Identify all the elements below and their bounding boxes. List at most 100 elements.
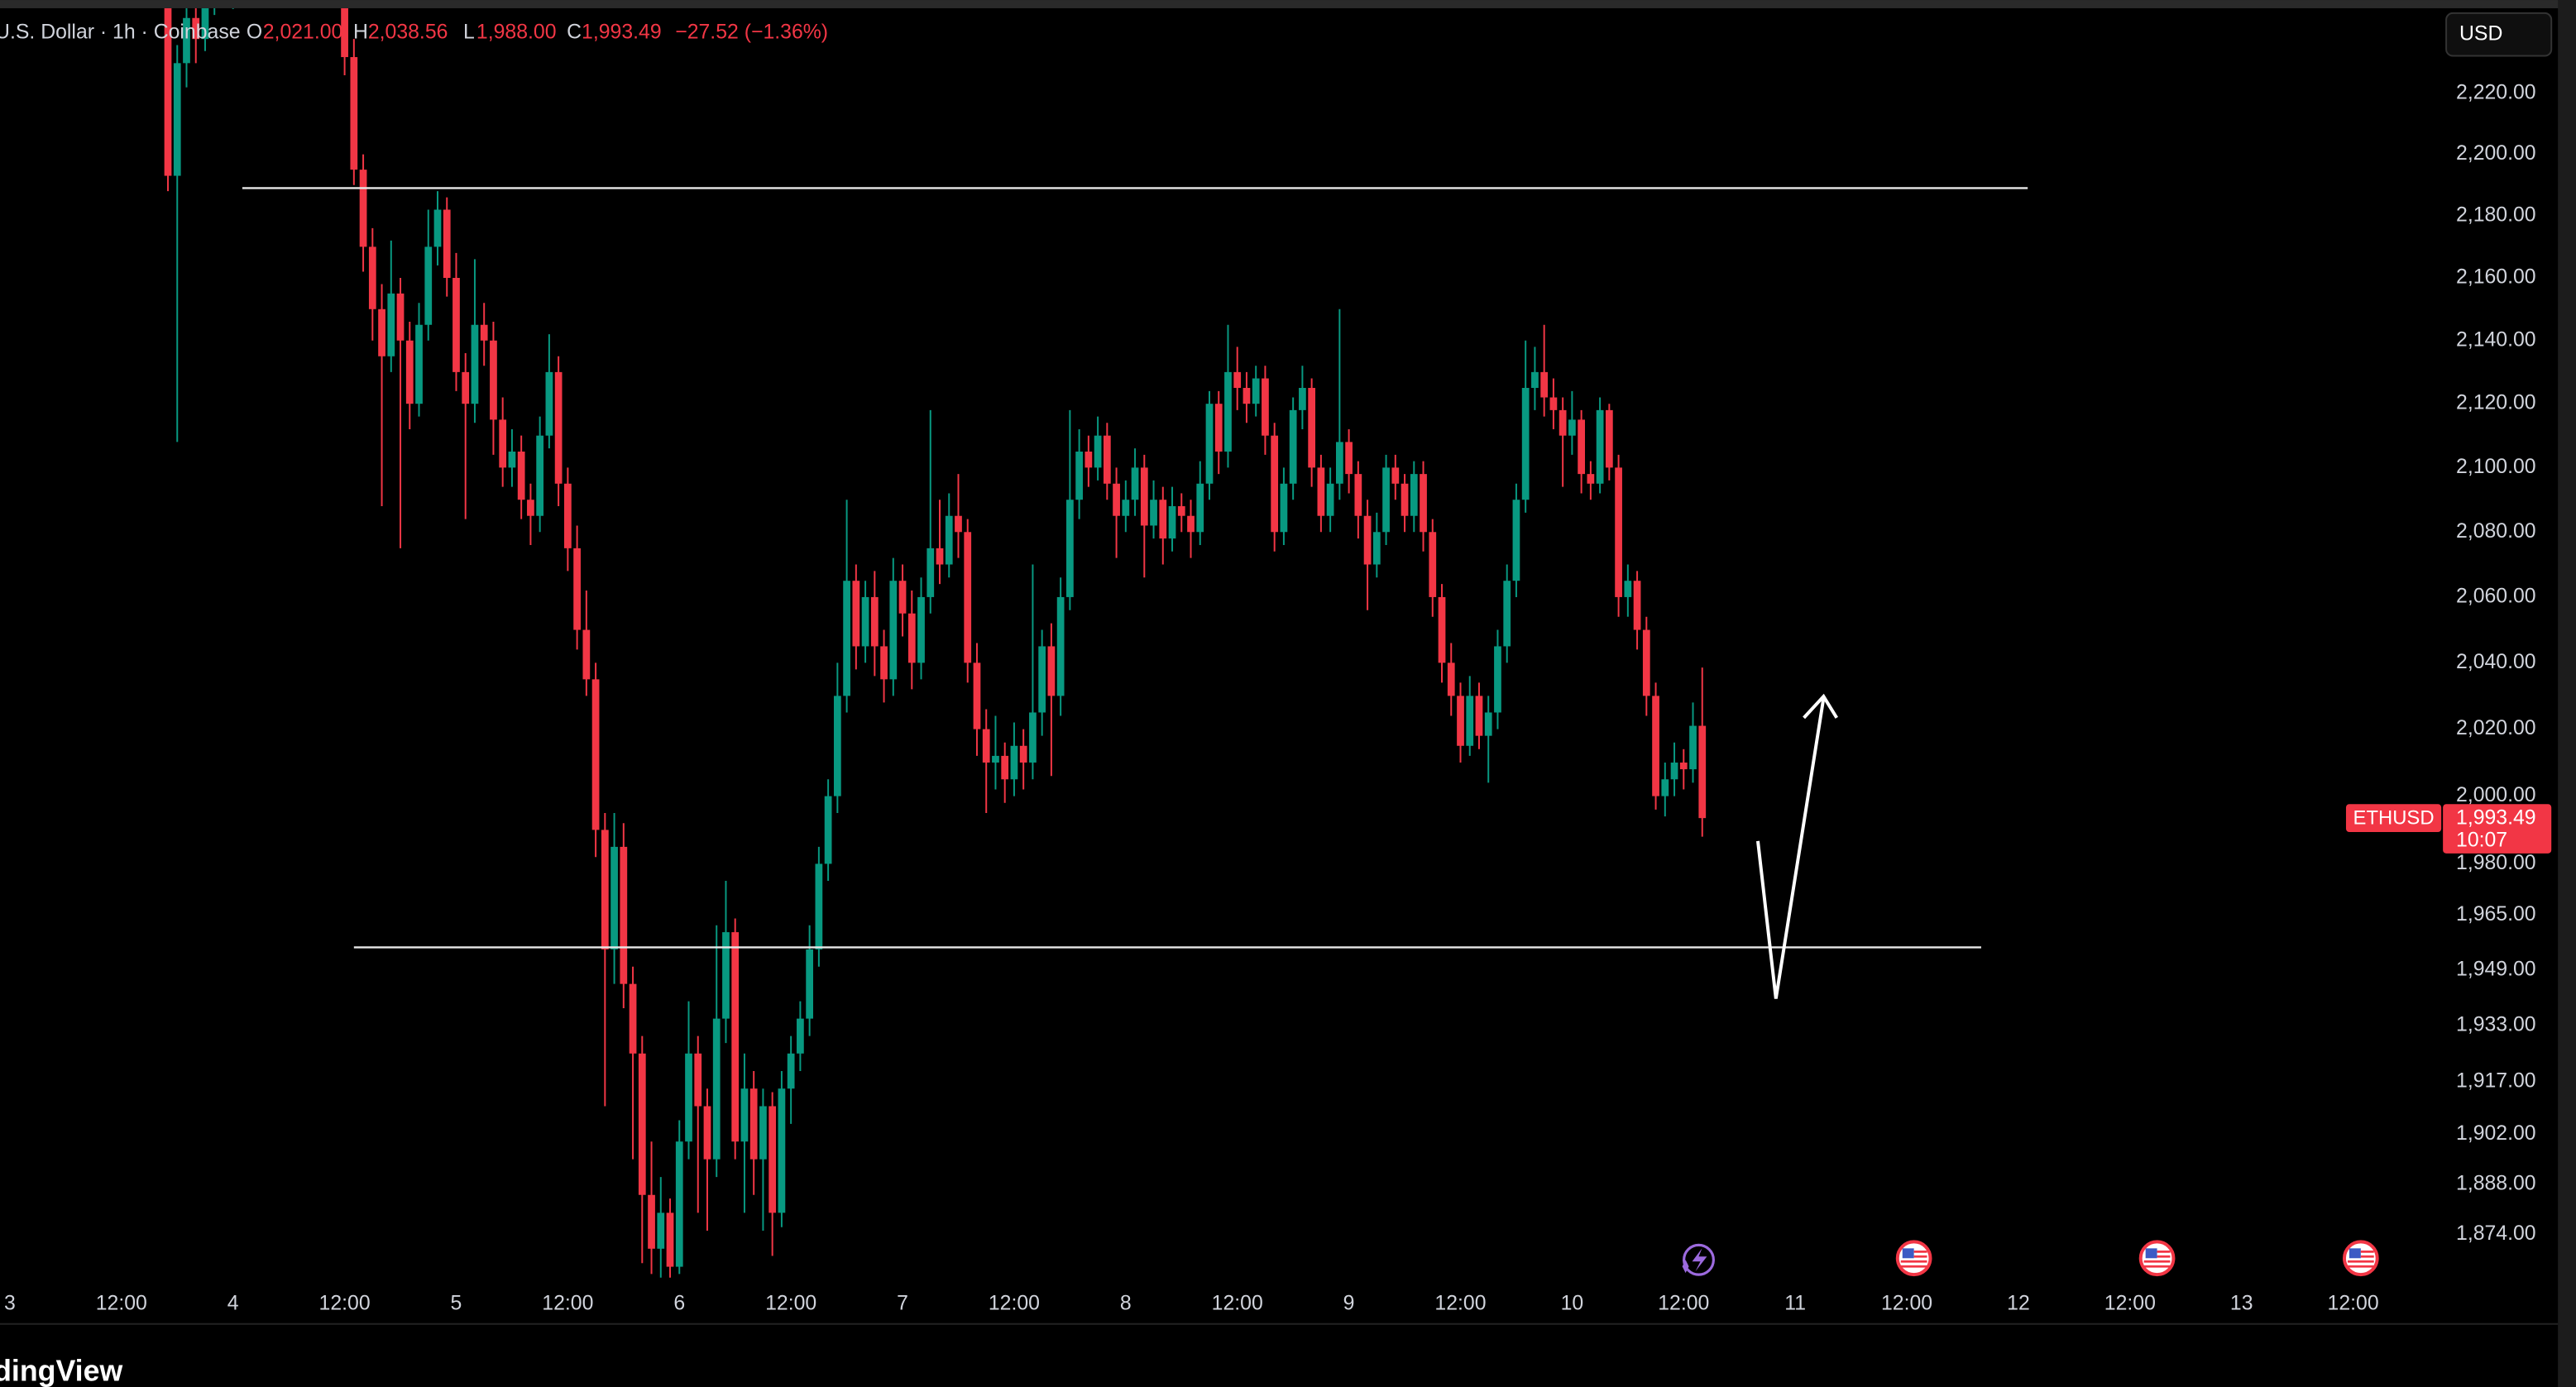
candle-body bbox=[1521, 388, 1530, 500]
y-tick-label: 2,120.00 bbox=[2456, 392, 2536, 414]
last-price-box bbox=[2443, 804, 2552, 854]
candle-body bbox=[1122, 500, 1130, 516]
currency-label[interactable]: USD bbox=[2459, 22, 2502, 45]
flag-icon[interactable] bbox=[2342, 1240, 2379, 1277]
candle-body bbox=[582, 629, 591, 680]
candle-body bbox=[1140, 467, 1148, 526]
candle-body bbox=[591, 679, 600, 830]
y-tick-label: 2,160.00 bbox=[2456, 266, 2536, 289]
candle-body bbox=[1531, 371, 1539, 389]
candle-body bbox=[694, 1053, 702, 1107]
candle-body bbox=[1410, 474, 1418, 516]
candle-body bbox=[1670, 762, 1678, 780]
candle-body bbox=[1382, 467, 1390, 533]
y-tick-label: 2,000.00 bbox=[2456, 784, 2536, 806]
x-tick-label: 12 bbox=[2007, 1292, 2030, 1314]
candle-body bbox=[1066, 500, 1074, 597]
candle-body bbox=[1615, 467, 1622, 597]
candle-body bbox=[573, 548, 581, 630]
candle-body bbox=[768, 1106, 777, 1213]
candle-body bbox=[1299, 388, 1306, 410]
candle-body bbox=[1159, 500, 1167, 539]
candle-body bbox=[1689, 725, 1697, 770]
candle-body bbox=[833, 696, 841, 796]
candle-body bbox=[415, 324, 423, 404]
flag-icon[interactable] bbox=[1895, 1240, 1932, 1277]
y-tick-label: 2,180.00 bbox=[2456, 204, 2536, 227]
currency-button[interactable]: USD bbox=[2445, 12, 2553, 57]
right-border bbox=[2558, 0, 2576, 1387]
candle-body bbox=[1457, 696, 1464, 746]
close-value: 1,993.49 bbox=[582, 21, 662, 43]
candle-body bbox=[806, 949, 814, 1019]
candle-body bbox=[703, 1106, 711, 1160]
candle-body bbox=[368, 246, 376, 309]
candle-body bbox=[1642, 629, 1650, 696]
candle-body bbox=[536, 435, 544, 516]
x-tick-label: 12:00 bbox=[1212, 1292, 1263, 1314]
candle-body bbox=[1196, 483, 1204, 533]
candle-body bbox=[926, 548, 935, 597]
x-tick-label: 7 bbox=[897, 1292, 908, 1314]
high-label: H bbox=[353, 21, 368, 43]
x-tick-label: 12:00 bbox=[1658, 1292, 1709, 1314]
candle-body bbox=[1335, 442, 1343, 484]
candle-body bbox=[601, 830, 609, 949]
x-tick-label: 6 bbox=[673, 1292, 685, 1314]
candle-body bbox=[907, 613, 916, 663]
candle-body bbox=[675, 1141, 683, 1267]
candle-body bbox=[1252, 378, 1260, 404]
candle-body bbox=[815, 863, 823, 949]
levels bbox=[242, 187, 2028, 949]
candle-body bbox=[378, 308, 385, 356]
candle-body bbox=[1047, 646, 1056, 696]
x-tick-label: 10 bbox=[1561, 1292, 1584, 1314]
candle-body bbox=[824, 796, 832, 864]
flag-icon[interactable] bbox=[2138, 1240, 2176, 1277]
candle-body bbox=[452, 278, 460, 372]
candle-body bbox=[778, 1088, 786, 1213]
candle-body bbox=[1271, 435, 1279, 533]
candle-body bbox=[982, 729, 990, 763]
candle-body bbox=[1168, 506, 1176, 539]
candle-body bbox=[1568, 419, 1576, 436]
candle-body bbox=[1559, 409, 1567, 436]
event-icon[interactable] bbox=[1683, 1243, 1715, 1276]
candle-body bbox=[341, 7, 348, 58]
candle-body bbox=[648, 1194, 655, 1249]
candle-body bbox=[1001, 755, 1009, 780]
y-tick-label: 1,874.00 bbox=[2456, 1222, 2536, 1245]
candle-body bbox=[964, 532, 972, 663]
candle-body bbox=[638, 1053, 646, 1195]
x-tick-label: 12:00 bbox=[1434, 1292, 1486, 1314]
candle-body bbox=[666, 1212, 674, 1267]
arrow bbox=[1756, 697, 1826, 999]
y-tick-label: 2,060.00 bbox=[2456, 586, 2536, 608]
candle-body bbox=[1233, 371, 1242, 389]
candle-body bbox=[1308, 388, 1316, 468]
flag-stripes bbox=[2347, 1250, 2374, 1268]
x-tick-label: 9 bbox=[1343, 1292, 1355, 1314]
x-tick-label: 12:00 bbox=[2328, 1292, 2379, 1314]
candle-body bbox=[443, 209, 451, 279]
candle-body bbox=[1354, 474, 1362, 516]
y-tick-label: 1,888.00 bbox=[2456, 1172, 2536, 1194]
candle-body bbox=[1624, 581, 1632, 597]
candle-body bbox=[545, 371, 553, 436]
flag-stripes bbox=[2143, 1250, 2171, 1268]
candle-body bbox=[620, 846, 628, 984]
candle-body bbox=[1484, 712, 1492, 736]
event-icon-bolt bbox=[1692, 1248, 1707, 1272]
candle-body bbox=[1587, 474, 1595, 484]
candle-body bbox=[1280, 483, 1288, 533]
y-tick-label: 2,140.00 bbox=[2456, 328, 2536, 351]
candle-body bbox=[1019, 745, 1027, 763]
candle-body bbox=[1056, 596, 1065, 696]
candle-body bbox=[396, 293, 405, 341]
y-tick-label: 2,040.00 bbox=[2456, 651, 2536, 673]
currency-button-box[interactable] bbox=[2445, 12, 2553, 57]
candle-body bbox=[731, 932, 740, 1142]
candle-body bbox=[1326, 483, 1334, 516]
candle-body bbox=[508, 452, 516, 468]
candle-body bbox=[1363, 515, 1372, 565]
